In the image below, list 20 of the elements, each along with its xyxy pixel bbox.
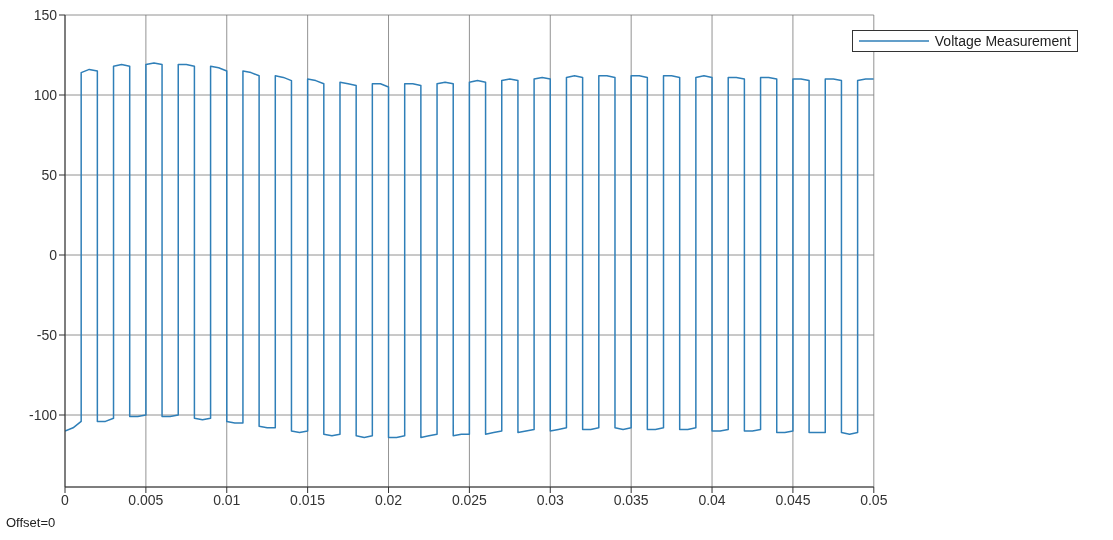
x-tick-label: 0.01 <box>213 491 241 508</box>
x-tick-label: 0.035 <box>613 491 649 508</box>
x-tick-label: 0.025 <box>451 491 488 508</box>
x-tick-label: 0.045 <box>775 491 811 508</box>
text: Offset=0 <box>6 515 56 530</box>
y-tick-label: -50 <box>36 326 58 343</box>
y-tick-label: 100 <box>33 86 58 103</box>
y-tick-label: 50 <box>41 166 58 183</box>
x-tick-label: 0.005 <box>128 491 164 508</box>
legend-label: Voltage Measurement <box>934 32 1071 51</box>
y-tick-label: 0 <box>49 246 58 263</box>
x-tick-label: 0.015 <box>290 491 326 508</box>
y-tick-label: 150 <box>33 6 58 23</box>
x-tick-label: 0.04 <box>698 491 726 508</box>
x-tick-label: 0.03 <box>536 491 565 508</box>
x-tick-label: 0.02 <box>374 491 403 508</box>
y-tick-label: -100 <box>28 406 58 423</box>
x-tick-label: 0 <box>61 491 70 508</box>
line-series <box>65 62 874 439</box>
x-tick-label: 0.05 <box>860 491 888 508</box>
